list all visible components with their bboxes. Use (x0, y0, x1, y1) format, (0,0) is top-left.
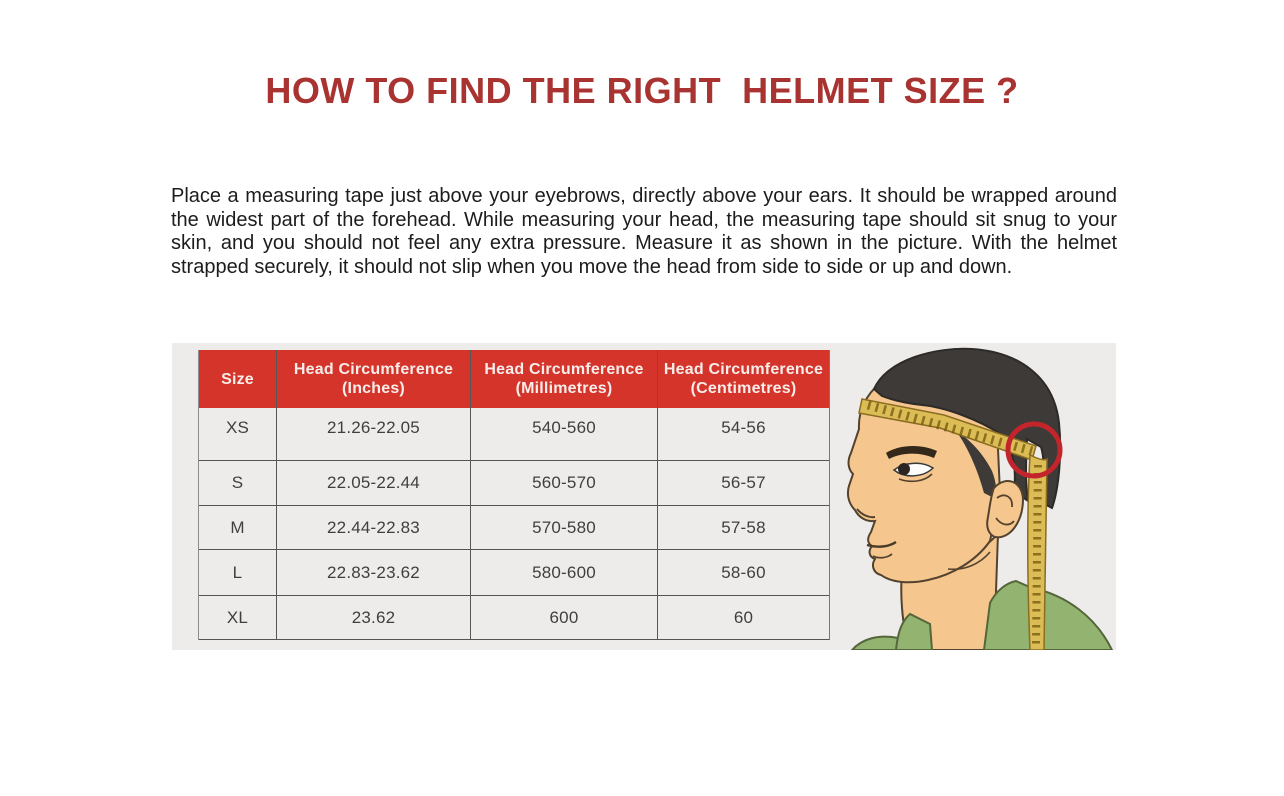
pupil-shape (898, 463, 910, 475)
size-chart-table: Size Head Circumference (Inches) Head Ci… (198, 350, 830, 640)
millimetres-cell: 560-570 (470, 461, 657, 505)
column-header-centimetres: Head Circumference (Centimetres) (657, 350, 829, 408)
shirt-shoulder-right (982, 579, 1114, 650)
measuring-tape-hanging (1027, 453, 1048, 650)
table-row: M 22.44-22.83 570-580 57-58 (199, 506, 829, 550)
centimetres-cell: 54-56 (657, 408, 829, 460)
tape-end-highlight-ring (1005, 421, 1063, 479)
mouth-line (866, 540, 897, 548)
size-cell: S (231, 473, 244, 492)
header-sub-label: (Centimetres) (690, 380, 797, 397)
column-header-millimetres: Head Circumference (Millimetres) (470, 350, 657, 408)
intro-paragraph: Place a measuring tape just above your e… (171, 185, 1117, 278)
table-row: XL 23.62 600 60 (199, 596, 829, 640)
size-cell: M (230, 517, 245, 537)
table-row: L 22.83-23.62 580-600 58-60 (199, 550, 829, 596)
size-cell: L (232, 562, 243, 582)
header-label: Head Circumference (293, 361, 454, 378)
lower-lip-line (872, 553, 893, 559)
lower-eyelid-line (898, 473, 933, 483)
size-cell: XL (226, 607, 249, 627)
jaw-line (947, 551, 991, 571)
nostril-line (856, 508, 876, 519)
inches-cell: 22.05-22.44 (276, 461, 470, 505)
inches-cell: 21.26-22.05 (276, 408, 470, 460)
header-label: Head Circumference (663, 361, 824, 378)
inches-cell: 22.83-23.62 (276, 550, 470, 595)
centimetres-cell: 58-60 (657, 550, 829, 595)
shirt-shape (850, 635, 902, 650)
millimetres-cell: 580-600 (470, 550, 657, 595)
column-header-inches: Head Circumference (Inches) (276, 350, 470, 408)
centimetres-cell: 60 (657, 596, 829, 639)
page-title: HOW TO FIND THE RIGHT HELMET SIZE ? (265, 70, 1019, 111)
shirt-collar-left (894, 612, 934, 650)
inches-cell: 23.62 (276, 596, 470, 639)
centimetres-cell: 57-58 (657, 506, 829, 549)
hair-sideburn (956, 431, 997, 499)
size-guide-panel: Size Head Circumference (Inches) Head Ci… (172, 343, 1116, 650)
hair-shape (872, 347, 1062, 510)
table-header-row: Size Head Circumference (Inches) Head Ci… (199, 350, 829, 408)
measuring-tape-hanging-ticks (1032, 464, 1042, 646)
eyebrow-shape (886, 445, 937, 459)
header-label: Size (221, 370, 254, 388)
ear-shape (986, 480, 1025, 539)
millimetres-cell: 540-560 (470, 408, 657, 460)
header-sub-label: (Inches) (342, 380, 405, 397)
millimetres-cell: 570-580 (470, 506, 657, 549)
inches-cell: 22.44-22.83 (276, 506, 470, 549)
millimetres-cell: 600 (470, 596, 657, 639)
size-cell: XS (225, 418, 250, 437)
table-row: S 22.05-22.44 560-570 56-57 (199, 461, 829, 506)
table-row: XS 21.26-22.05 540-560 54-56 (199, 408, 829, 461)
column-header-size: Size (199, 350, 276, 408)
header-sub-label: (Millimetres) (515, 380, 613, 397)
measurement-illustration (846, 347, 1114, 650)
header-label: Head Circumference (484, 361, 644, 378)
centimetres-cell: 56-57 (657, 461, 829, 505)
ear-inner-lines (995, 494, 1015, 526)
